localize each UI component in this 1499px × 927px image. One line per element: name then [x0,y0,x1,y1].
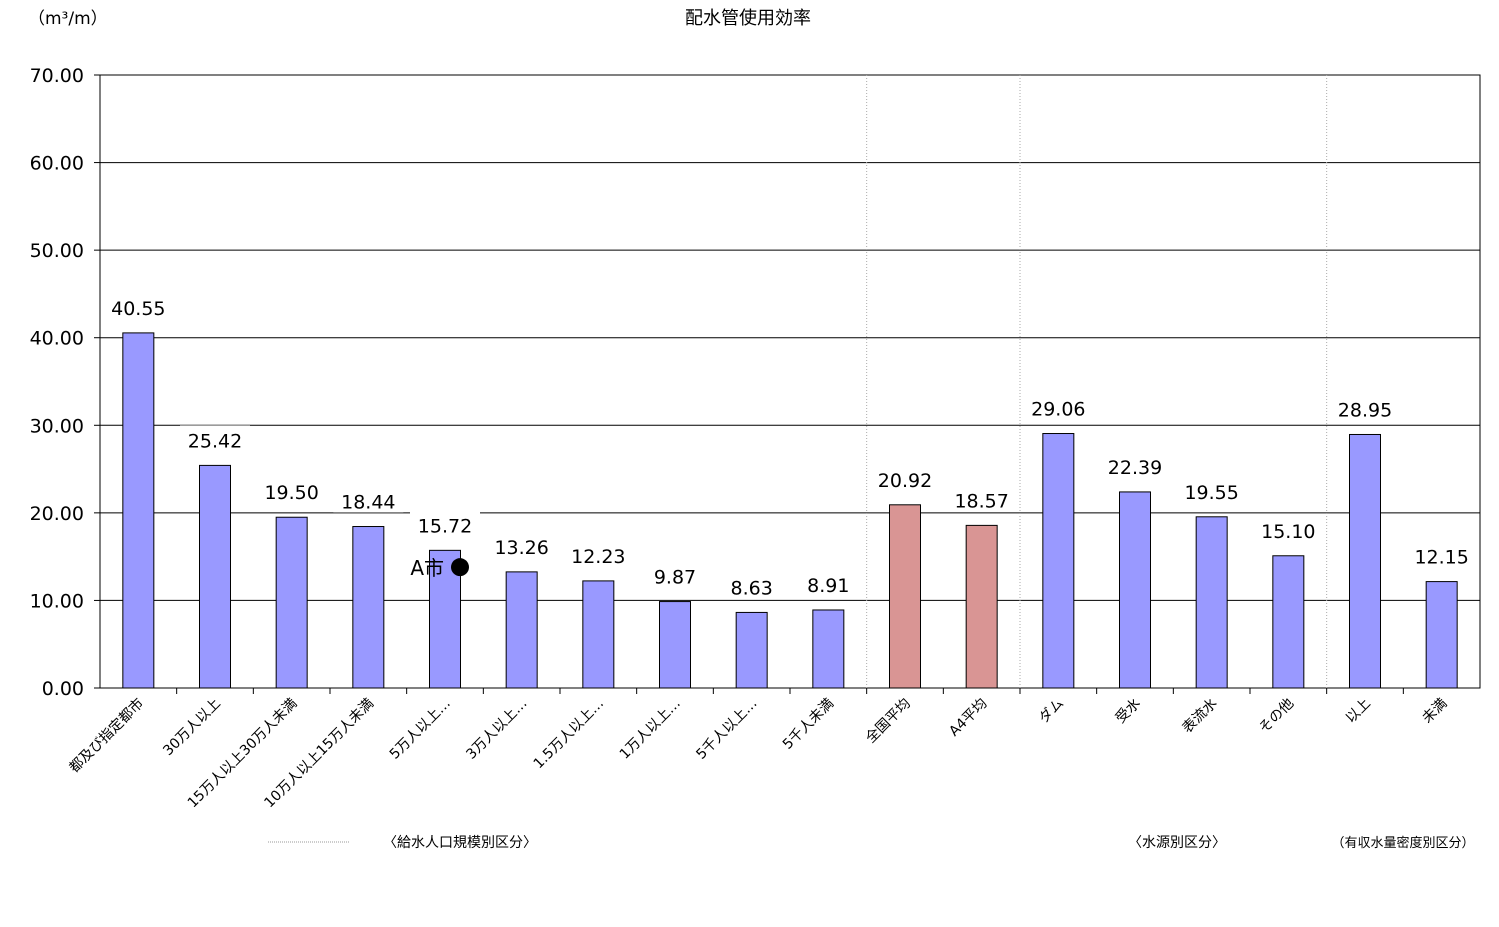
x-tick-label: 以上 [1343,696,1374,727]
value-labels: 40.55 25.42 19.50 18.44 15.72 13.26 12.23 9.87 8… [103,292,1477,599]
x-tick-label: 1万人以上… [617,696,684,763]
value-label: 15.72 [418,515,472,537]
x-tick-label: 受水 [1113,696,1144,727]
value-label-bg [946,485,1017,512]
value-label: 9.87 [654,567,696,589]
x-tick-label: A4平均 [946,696,990,740]
x-tick-label: 5万人以上… [387,696,454,763]
bar [965,524,998,689]
y-tick-label: 70.00 [30,65,84,87]
value-label: 25.42 [188,430,242,452]
value-label-bg [333,486,404,513]
bar [582,580,615,689]
y-tick-label: 0.00 [42,678,84,700]
value-label: 12.23 [571,546,625,568]
x-tick-label: その他 [1256,696,1297,737]
marker: A市 [410,556,469,580]
value-label: 19.55 [1184,482,1238,504]
value-label: 18.44 [341,492,395,514]
marker-dot [451,558,469,577]
bar [1272,555,1305,689]
bar [1425,581,1458,689]
bar [1349,433,1381,689]
bar [889,504,921,689]
value-label: 29.06 [1031,399,1085,421]
value-label-bg [1330,394,1400,421]
group-label-population: 〈給水人口規模別区分〉 [383,835,537,851]
x-tick-label: 30万人以上 [160,696,224,760]
group-separators [268,75,1328,843]
value-label: 18.57 [954,490,1008,512]
bars [122,332,1458,689]
value-label-bg [410,510,480,537]
bar [275,516,308,689]
value-label: 19.50 [264,482,318,504]
marker-label: A市 [410,556,444,580]
value-label: 15.10 [1261,521,1315,543]
x-tick-label: 未満 [1419,696,1450,727]
group-labels: 〈給水人口規模別区分〉 〈水源別区分〉 （有収水量密度別区分） [383,835,1475,851]
y-tick-label: 60.00 [30,153,84,175]
x-tick-label: 全国平均 [862,695,914,747]
x-tick-label: 1.5万人以上… [531,696,608,773]
x-tick-label: 5千人以上… [693,696,760,763]
x-tick-label: 3万人以上… [463,696,530,763]
bar [735,611,768,689]
bar [122,332,155,689]
bar [659,601,691,689]
value-label: 28.95 [1338,399,1392,421]
value-label: 20.92 [878,470,932,492]
group-label-water-source: 〈水源別区分〉 [1128,835,1226,851]
bar [505,571,538,689]
value-label: 8.91 [807,575,849,597]
value-label-bg [103,292,174,319]
chart-title: 配水管使用効率 [685,8,811,29]
value-label: 8.63 [731,577,773,599]
y-tick-label: 30.00 [30,415,84,437]
value-label-bg [722,572,781,599]
y-tick-labels: 0.00 10.00 20.00 30.00 40.00 50.00 60.00 70.00 [30,65,84,700]
value-label: 40.55 [111,298,165,320]
x-tick-label: ダム [1036,696,1067,727]
y-tick-label: 40.00 [30,328,84,350]
y-tick-label: 10.00 [30,590,84,612]
bar [1119,491,1151,689]
value-label-bg [1100,451,1170,478]
value-label-bg [1176,476,1247,503]
bar [1042,433,1075,689]
bar [812,609,845,689]
value-label: 13.26 [494,537,548,559]
bar [1195,516,1228,689]
value-label-bg [486,531,557,558]
value-label: 22.39 [1108,457,1162,479]
x-tick-label: 5千人未満 [780,696,837,753]
x-tick-label: 表流水 [1179,696,1220,737]
value-label-bg [646,561,704,588]
value-label-bg [1406,541,1477,568]
bar [199,464,231,689]
value-label-bg [256,477,327,504]
value-label-bg [799,569,858,596]
gridlines [94,74,1481,694]
value-label-bg [870,464,940,491]
value-label-bg [1023,393,1094,420]
y-tick-label: 20.00 [30,503,84,525]
value-label-bg [180,425,250,452]
value-label-bg [563,540,634,567]
y-unit-label: （m³/m） [28,9,108,29]
group-label-density: （有収水量密度別区分） [1331,835,1474,851]
y-tick-label: 50.00 [30,240,84,262]
bar [352,526,385,689]
x-tick-label: 都及び指定都市 [66,695,147,776]
value-label: 12.15 [1414,547,1468,569]
value-label-bg [1253,515,1324,542]
